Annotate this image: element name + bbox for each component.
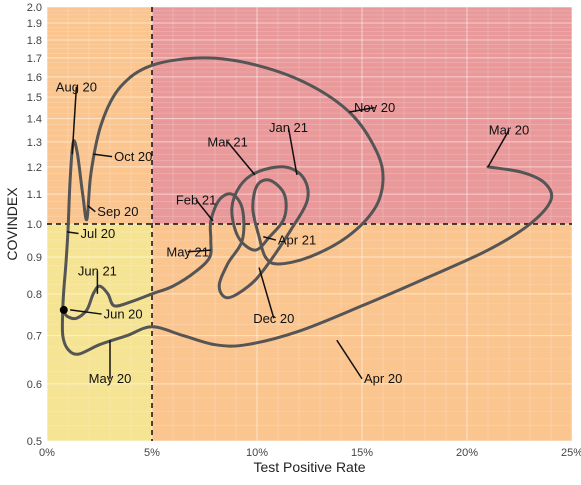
annotation-leader — [263, 236, 277, 241]
annotation-leader — [66, 231, 79, 235]
x-tick-label: 20% — [456, 447, 478, 459]
x-tick-label: 10% — [246, 447, 268, 459]
annotation-label: Mar 20 — [489, 123, 529, 138]
y-tick-label: 1.0 — [27, 219, 42, 231]
annotation-leader — [195, 199, 214, 222]
x-tick-label: 25% — [561, 447, 581, 459]
trajectory — [59, 56, 554, 356]
annotation-label: Mar 21 — [207, 134, 247, 149]
annotation-leader — [227, 141, 256, 176]
x-tick-label: 15% — [351, 447, 373, 459]
reference-lines — [47, 7, 572, 441]
y-tick-label: 0.8 — [27, 289, 42, 301]
trajectory-line — [60, 56, 554, 356]
annotation-label: Nov 20 — [354, 100, 395, 115]
y-tick-label: 2.0 — [27, 2, 42, 14]
end-point-marker — [59, 305, 68, 314]
annotation-leader — [87, 205, 96, 213]
annotation-leader — [336, 339, 363, 380]
y-tick-label: 1.9 — [27, 18, 42, 30]
y-tick-label: 1.4 — [27, 114, 42, 126]
annotations: Mar 20 Apr 20 May 20 Jun 20 Jul 20 Aug 20 Sep … — [56, 79, 529, 386]
y-tick-label: 0.7 — [27, 331, 42, 343]
annotation-leader — [487, 129, 510, 168]
annotation-label: Aug 20 — [56, 79, 97, 94]
annotation-leader — [349, 106, 375, 113]
annotation-label: Apr 20 — [364, 371, 402, 386]
annotation-label: Feb 21 — [176, 192, 216, 207]
annotation-label: May 20 — [89, 371, 132, 386]
annotation-label: Jul 20 — [81, 226, 116, 241]
annotation-leader — [71, 86, 78, 155]
y-tick-label: 1.1 — [27, 189, 42, 201]
annotation-leader — [187, 249, 211, 253]
y-tick-label: 1.6 — [27, 72, 42, 84]
annotation-leader — [70, 309, 102, 315]
annotation-label: May 21 — [166, 244, 209, 259]
annotation-label: Sep 20 — [97, 204, 138, 219]
annotation-label: Jun 20 — [104, 307, 143, 322]
annotation-label: Jun 21 — [78, 264, 117, 279]
x-axis-title: Test Positive Rate — [253, 459, 365, 475]
y-axis: 0.5 0.6 0.7 0.8 0.9 1.0 1.1 1.2 1.3 1.4 1.5 1.6 1.7 1… — [27, 2, 42, 448]
annotation-label: Apr 21 — [278, 233, 316, 248]
y-tick-label: 0.5 — [27, 436, 42, 448]
y-tick-label: 0.6 — [27, 379, 42, 391]
x-tick-label: 5% — [144, 447, 160, 459]
y-tick-label: 1.2 — [27, 162, 42, 174]
annotation-label: Jan 21 — [269, 120, 308, 135]
annotation-label: Oct 20 — [114, 149, 152, 164]
y-axis-title: COVINDEX — [4, 187, 20, 261]
x-tick-label: 0% — [39, 447, 55, 459]
annotation-leader — [258, 267, 275, 319]
y-tick-label: 0.9 — [27, 252, 42, 264]
annotation-label: Dec 20 — [253, 311, 294, 326]
annotation-leader — [287, 127, 298, 175]
y-tick-label: 1.5 — [27, 92, 42, 104]
y-tick-label: 1.3 — [27, 137, 42, 149]
y-tick-label: 1.8 — [27, 35, 42, 47]
zone-low-high — [47, 7, 152, 224]
x-axis: 0% 5% 10% 15% 20% 25% — [39, 447, 581, 459]
annotation-leader — [93, 153, 113, 158]
y-tick-label: 1.7 — [27, 53, 42, 65]
